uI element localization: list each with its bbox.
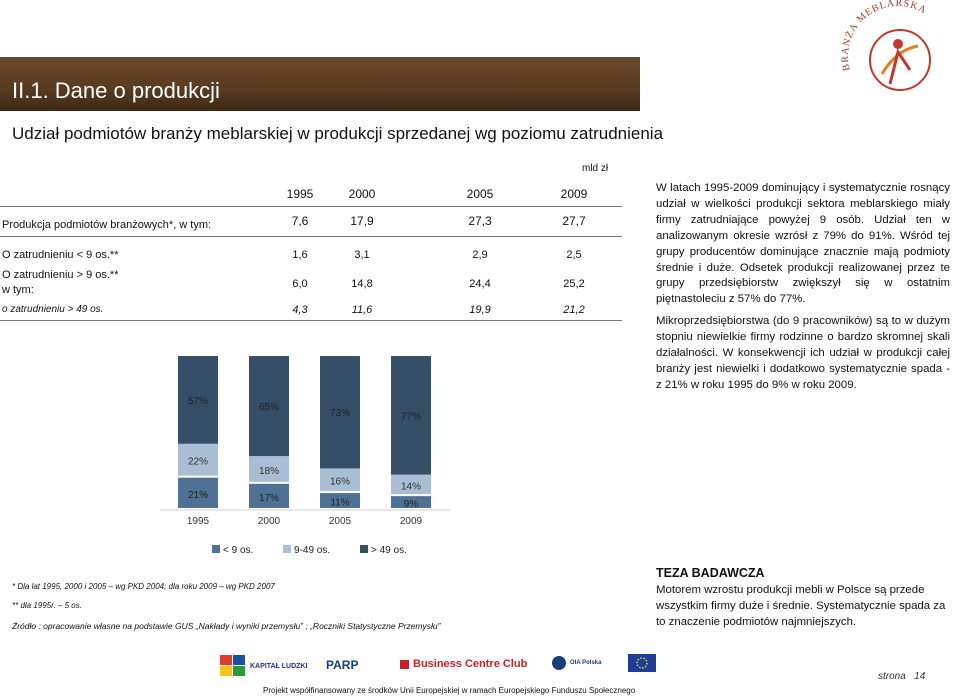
table-cell: 17,9: [350, 214, 374, 228]
eu-flag-icon: [628, 654, 656, 672]
row-label: o zatrudnieniu > 49 os.: [2, 304, 104, 315]
parp-logo: PARP: [326, 658, 358, 672]
bar-segment: [320, 468, 360, 492]
logo-label: OIA Polska: [570, 660, 602, 666]
table-cell: 4,3: [292, 304, 308, 316]
eu-funding-text: Projekt współfinansowany ze środków Unii…: [263, 686, 636, 695]
data-label: 9%: [404, 499, 419, 510]
oia-emblem-icon: [552, 656, 566, 670]
year-header: 2000: [348, 187, 376, 201]
data-label: 73%: [330, 408, 350, 419]
svg-text:BRANŻA MEBLARSKA: BRANŻA MEBLARSKA: [840, 0, 929, 72]
table-divider: [0, 206, 622, 207]
footnote-1: * Dla lat 1995, 2000 i 2005 – wg PKD 200…: [12, 582, 275, 591]
legend-label: < 9 os.: [223, 545, 253, 556]
bar-segment: [320, 493, 360, 508]
unit-label: mld zł: [582, 163, 609, 174]
thesis-title: TEZA BADAWCZA: [656, 566, 765, 580]
row-label: O zatrudnieniu < 9 os.**: [2, 249, 119, 261]
logo-text: BRANŻA MEBLARSKA: [840, 0, 928, 72]
page-number-value: 14: [914, 671, 926, 682]
data-label: 11%: [330, 498, 349, 509]
page-label: strona: [878, 671, 906, 682]
data-label: 21%: [188, 490, 208, 501]
table-cell: 2,9: [472, 249, 488, 261]
bar-segment: [391, 356, 431, 475]
bar-segment: [391, 474, 431, 495]
table-cell: 7,6: [291, 214, 309, 228]
logo-label: KAPITAŁ LUDZKI: [250, 662, 308, 670]
data-label: 18%: [259, 466, 279, 477]
table-divider: [0, 236, 622, 237]
title-band: [0, 57, 640, 111]
bar-segment: [249, 483, 289, 508]
data-label: 16%: [330, 477, 350, 488]
data-label: 17%: [259, 493, 279, 504]
table-cell: 25,2: [563, 278, 585, 290]
year-header: 2005: [466, 187, 494, 201]
bar-segment: [178, 477, 218, 508]
page-subtitle: Udział podmiotów branży meblarskiej w pr…: [12, 124, 664, 143]
table-cell: 27,3: [468, 214, 492, 228]
bar-segment: [391, 496, 431, 508]
table-cell: 21,2: [563, 304, 585, 316]
row-label: O zatrudnieniu > 9 os.**: [2, 269, 119, 281]
legend-label: 9-49 os.: [294, 545, 330, 556]
data-label: 22%: [188, 457, 208, 468]
table-cell: 27,7: [562, 214, 586, 228]
table-cell: 3,1: [354, 249, 370, 261]
bar-segment: [249, 456, 289, 482]
description-paragraph: Mikroprzedsiębiorstwa (do 9 pracowników)…: [656, 315, 950, 391]
table-cell: 6,0: [292, 278, 308, 290]
logo-label: Business Centre Club: [413, 658, 528, 670]
footnote-2: ** dla 1995r. – 5 os.: [12, 601, 82, 610]
description-text: W latach 1995-2009 dominujący i systemat…: [656, 181, 950, 400]
legend-swatch: [360, 545, 368, 553]
data-label: 77%: [401, 411, 421, 422]
table-cell: 1,6: [292, 249, 308, 261]
legend-swatch: [283, 545, 291, 553]
stacked-bar-chart: 21% 22% 57% 1995 17% 18% 65% 2000 11% 16% 73% 2005 9…: [160, 356, 450, 556]
table-cell: 11,6: [351, 304, 373, 316]
kapital-ludzki-logo: KAPITAŁ LUDZKI: [220, 655, 307, 677]
table-cell: 24,4: [469, 278, 491, 290]
year-header: 2009: [560, 187, 588, 201]
thesis-body: Motorem wzrostu produkcji mebli w Polsce…: [656, 584, 946, 628]
bar-segment: [249, 356, 289, 457]
row-label: w tym:: [2, 284, 34, 296]
page-title: II.1. Dane o produkcji: [12, 78, 220, 103]
page-number: strona 14: [878, 671, 925, 682]
branza-meblarska-logo: BRANŻA MEBLARSKA: [840, 0, 931, 91]
eu-flag-logo: [628, 654, 656, 672]
table-cell: 2,5: [566, 249, 582, 261]
oia-logo: OIA Polska: [552, 656, 601, 670]
x-tick-label: 2005: [329, 516, 352, 527]
source-note: Źródło : opracowanie własne na podstawie…: [12, 621, 441, 631]
bcc-square-icon: [400, 659, 409, 669]
bcc-logo: Business Centre Club: [400, 658, 527, 670]
x-tick-label: 2000: [258, 516, 281, 527]
year-header: 1995: [286, 187, 314, 201]
table-cell: 19,9: [469, 304, 491, 316]
bar-segment: [178, 443, 218, 476]
x-tick-label: 1995: [187, 516, 210, 527]
data-label: 57%: [188, 396, 208, 407]
kapital-ludzki-icon: [220, 655, 245, 676]
bar-segment: [178, 356, 218, 444]
legend-swatch: [212, 545, 220, 553]
row-label: Produkcja podmiotów branżowych*, w tym:: [2, 219, 212, 231]
data-label: 14%: [401, 481, 421, 492]
logo-label: PARP: [326, 658, 359, 672]
data-label: 65%: [259, 402, 279, 413]
legend-label: > 49 os.: [371, 545, 407, 556]
description-paragraph: W latach 1995-2009 dominujący i systemat…: [656, 182, 950, 306]
production-table: mld zł 1995 2000 2005 2009 Produkcja pod…: [0, 158, 640, 328]
table-cell: 14,8: [351, 278, 373, 290]
table-divider: [0, 320, 622, 321]
x-tick-label: 2009: [400, 516, 423, 527]
bar-segment: [320, 356, 360, 469]
